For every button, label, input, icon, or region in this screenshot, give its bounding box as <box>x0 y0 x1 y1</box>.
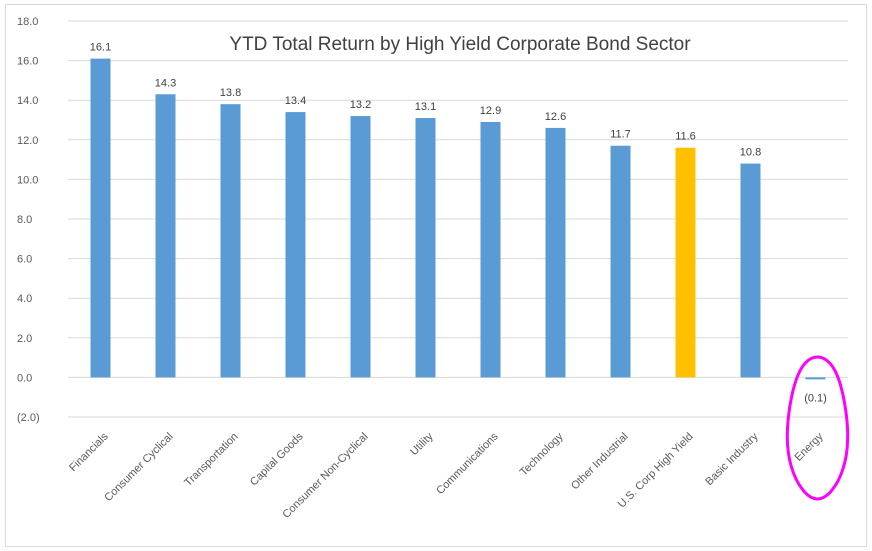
bar <box>805 377 826 380</box>
data-label: 11.6 <box>675 131 696 143</box>
category-label: Utility <box>408 430 436 458</box>
y-tick-label: (2.0) <box>17 412 40 424</box>
category-label: Technology <box>518 430 566 478</box>
annotations <box>785 355 850 501</box>
category-label: Financials <box>67 430 111 474</box>
bar <box>90 58 111 378</box>
chart-title: YTD Total Return by High Yield Corporate… <box>229 34 691 55</box>
data-label: 14.3 <box>155 77 176 89</box>
data-label: 11.7 <box>610 129 631 141</box>
chart-frame <box>5 4 867 547</box>
data-label: 13.1 <box>415 101 436 113</box>
y-tick-label: 4.0 <box>17 293 32 305</box>
y-tick-label: 10.0 <box>17 174 38 186</box>
category-label: Energy <box>792 430 825 463</box>
y-tick-label: 6.0 <box>17 254 32 266</box>
bar <box>415 118 436 378</box>
category-label: U.S. Corp High Yield <box>616 431 696 511</box>
bar <box>740 163 761 378</box>
data-label: 12.6 <box>545 111 566 123</box>
bar <box>350 116 371 378</box>
category-label: Communications <box>434 430 501 497</box>
y-tick-label: 12.0 <box>17 135 38 147</box>
category-label: Basic Industry <box>703 430 761 488</box>
data-label: 13.4 <box>285 95 306 107</box>
y-tick-label: 16.0 <box>17 56 38 68</box>
data-label: 16.1 <box>90 42 111 54</box>
bars <box>90 58 826 380</box>
y-tick-label: 0.0 <box>17 372 32 384</box>
data-label: 12.9 <box>480 105 501 117</box>
data-label: 10.8 <box>740 147 761 159</box>
data-labels: 16.1 14.3 13.8 13.4 13.2 13.1 12.9 12.6 11.7 11.6… <box>90 42 827 405</box>
y-tick-label: 14.0 <box>17 95 38 107</box>
category-label: Capital Goods <box>248 430 306 488</box>
bar <box>610 145 631 378</box>
data-label: (0.1) <box>804 392 827 404</box>
bar <box>675 147 696 378</box>
y-tick-label: 8.0 <box>17 214 32 226</box>
y-axis-ticks: (2.0) 0.0 2.0 4.0 6.0 8.0 10.0 12.0 14.0 16.0 18.0 <box>17 16 40 424</box>
category-label: Transportation <box>182 431 240 489</box>
bar <box>285 112 306 378</box>
data-label: 13.2 <box>350 99 371 111</box>
category-label: Consumer Cyclical <box>102 431 175 504</box>
bar <box>480 121 501 378</box>
bar <box>155 94 176 378</box>
data-label: 13.8 <box>220 87 241 99</box>
y-tick-label: 18.0 <box>17 16 38 28</box>
y-tick-label: 2.0 <box>17 333 32 345</box>
bar <box>545 127 566 378</box>
bar <box>220 104 241 378</box>
gridlines <box>68 20 848 418</box>
highlight-circle <box>785 355 850 501</box>
category-label: Other Industrial <box>569 431 631 493</box>
